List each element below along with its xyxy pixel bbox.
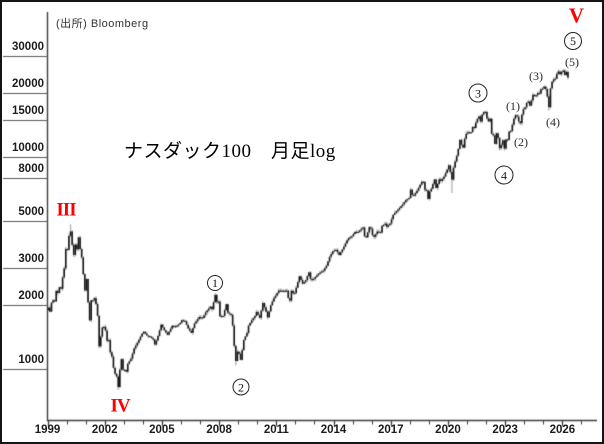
x-axis-label: 2023 — [492, 424, 518, 436]
x-axis-label: 2011 — [263, 424, 289, 436]
y-axis-label: 15000 — [12, 104, 44, 117]
wave-sub-2: (2) — [514, 135, 528, 149]
y-axis-label: 3000 — [18, 252, 44, 265]
wave-circle-5: 5 — [564, 32, 582, 50]
wave-sub-3: (3) — [529, 69, 543, 83]
y-axis-label: 8000 — [18, 162, 44, 175]
wave-sub-1: (1) — [506, 99, 520, 113]
y-axis-label: 20000 — [12, 78, 44, 91]
wave-IV: IV — [110, 395, 130, 417]
x-axis-label: 2014 — [320, 424, 347, 436]
y-axis-label: 30000 — [12, 40, 44, 53]
wave-circle-2: 2 — [232, 378, 250, 396]
x-axis-label: 2020 — [435, 424, 461, 436]
wave-sub-4: (4) — [546, 115, 560, 129]
chart-title: ナスダック100 月足log — [124, 141, 336, 162]
x-axis-label: 1999 — [34, 424, 61, 436]
x-axis-label: 2002 — [91, 424, 118, 436]
x-axis-label: 2008 — [206, 424, 232, 436]
y-axis-label: 2000 — [18, 290, 44, 303]
y-axis-label: 5000 — [18, 205, 44, 218]
source-label: (出所) Bloomberg — [56, 18, 149, 30]
wave-circle-4: 4 — [494, 165, 514, 185]
y-axis-label: 1000 — [18, 354, 44, 366]
wave-V: V — [568, 3, 584, 28]
x-axis-label: 2005 — [149, 424, 175, 436]
x-axis-label: 2017 — [377, 424, 404, 436]
wave-circle-3: 3 — [468, 83, 488, 103]
y-axis-label: 10000 — [12, 142, 44, 154]
wave-III: III — [56, 199, 76, 221]
wave-circle-1: 1 — [207, 275, 223, 291]
x-axis-label: 2026 — [549, 424, 576, 436]
wave-sub-5: (5) — [565, 55, 579, 69]
